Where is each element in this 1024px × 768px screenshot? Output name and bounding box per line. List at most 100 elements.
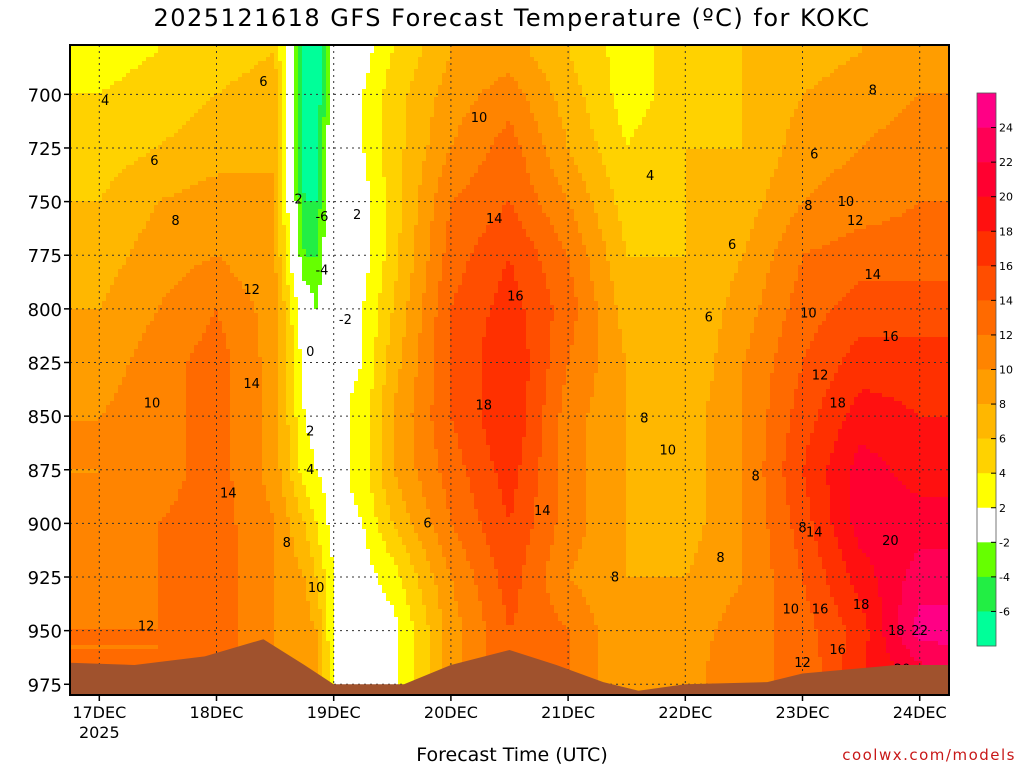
field-cell — [158, 205, 163, 210]
field-cell — [134, 409, 139, 414]
field-cell — [162, 81, 167, 86]
field-cell — [182, 581, 187, 586]
field-cell — [150, 585, 155, 590]
field-cell — [166, 605, 171, 610]
field-cell — [126, 469, 131, 474]
field-cell — [86, 453, 91, 458]
field-cell — [114, 109, 119, 114]
field-cell — [142, 317, 147, 322]
field-cell — [186, 581, 191, 586]
field-cell — [78, 149, 83, 154]
field-cell — [190, 301, 195, 306]
field-cell — [90, 381, 95, 386]
field-cell — [182, 433, 187, 438]
field-cell — [86, 133, 91, 138]
field-cell — [82, 329, 87, 334]
field-cell — [90, 85, 95, 90]
field-cell — [138, 453, 143, 458]
field-cell — [142, 181, 147, 186]
field-cell — [70, 501, 75, 506]
field-cell — [122, 517, 127, 522]
field-cell — [82, 457, 87, 462]
field-cell — [106, 517, 111, 522]
field-cell — [130, 293, 135, 298]
field-cell — [98, 541, 103, 546]
field-cell — [106, 61, 111, 66]
field-cell — [118, 545, 123, 550]
field-cell — [150, 333, 155, 338]
field-cell — [146, 137, 151, 142]
field-cell — [190, 469, 195, 474]
field-cell — [122, 177, 127, 182]
field-cell — [154, 405, 159, 410]
field-cell — [70, 605, 75, 610]
field-cell — [142, 193, 147, 198]
field-cell — [178, 545, 183, 550]
field-cell — [114, 377, 119, 382]
field-cell — [186, 81, 191, 86]
field-cell — [102, 309, 107, 314]
field-cell — [146, 353, 151, 358]
field-cell — [162, 353, 167, 358]
field-cell — [70, 569, 75, 574]
field-cell — [94, 201, 99, 206]
field-cell — [114, 409, 119, 414]
field-cell — [70, 637, 75, 642]
field-cell — [106, 377, 111, 382]
field-cell — [114, 429, 119, 434]
field-cell — [90, 285, 95, 290]
field-cell — [178, 409, 183, 414]
field-cell — [114, 513, 119, 518]
field-cell — [86, 117, 91, 122]
field-cell — [106, 397, 111, 402]
field-cell — [130, 325, 135, 330]
field-cell — [70, 341, 75, 346]
field-cell — [82, 69, 87, 74]
field-cell — [70, 405, 75, 410]
field-cell — [78, 649, 83, 654]
field-cell — [110, 237, 115, 242]
field-cell — [98, 609, 103, 614]
field-cell — [146, 501, 151, 506]
field-cell — [154, 137, 159, 142]
field-cell — [90, 465, 95, 470]
field-cell — [106, 337, 111, 342]
field-cell — [186, 109, 191, 114]
field-cell — [170, 549, 175, 554]
field-cell — [138, 325, 143, 330]
field-cell — [74, 341, 79, 346]
field-cell — [118, 213, 123, 218]
field-cell — [138, 241, 143, 246]
field-cell — [186, 277, 191, 282]
field-cell — [158, 269, 163, 274]
field-cell — [166, 505, 171, 510]
field-cell — [174, 205, 179, 210]
field-cell — [74, 457, 79, 462]
field-cell — [170, 113, 175, 118]
field-cell — [150, 641, 155, 646]
field-cell — [174, 373, 179, 378]
field-cell — [174, 125, 179, 130]
field-cell — [126, 117, 131, 122]
field-cell — [178, 217, 183, 222]
field-cell — [78, 181, 83, 186]
field-cell — [86, 505, 91, 510]
field-cell — [70, 45, 75, 50]
field-cell — [102, 601, 107, 606]
field-cell — [174, 641, 179, 646]
field-cell — [114, 257, 119, 262]
field-cell — [126, 449, 131, 454]
field-cell — [118, 65, 123, 70]
field-cell — [134, 565, 139, 570]
field-cell — [86, 557, 91, 562]
field-cell — [150, 449, 155, 454]
field-cell — [186, 449, 191, 454]
field-cell — [70, 165, 75, 170]
field-cell — [122, 593, 127, 598]
field-cell — [154, 141, 159, 146]
field-cell — [106, 189, 111, 194]
field-cell — [134, 213, 139, 218]
field-cell — [174, 77, 179, 82]
field-cell — [150, 329, 155, 334]
field-cell — [74, 613, 79, 618]
